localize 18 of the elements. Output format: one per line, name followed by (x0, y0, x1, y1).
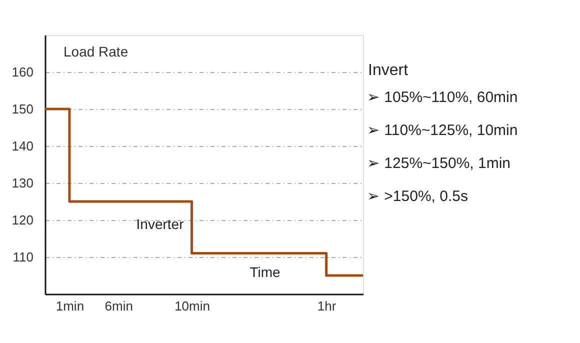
annotation: Time (250, 264, 281, 280)
x-tick-label: 1min (56, 298, 84, 314)
y-tick-label: 160 (12, 64, 34, 80)
y-tick-label: 120 (12, 212, 34, 228)
x-tick-label: 6min (104, 298, 133, 314)
text: ➢ >150%, 0.5s (367, 188, 468, 205)
annotation: Inverter (136, 216, 184, 232)
text: ➢ 110%~125%, 10min (367, 122, 518, 139)
text: ➢ 105%~110%, 60min (367, 89, 518, 106)
x-tick-label: 10min (174, 298, 210, 314)
text: ➢ 125%~150%, 1min (367, 155, 511, 172)
x-tick-label: 1hr (317, 298, 337, 314)
y-tick-label: 140 (12, 138, 34, 154)
y-tick-label: 130 (12, 176, 34, 190)
text: Invert (368, 62, 409, 79)
y-tick-label: 150 (12, 102, 34, 116)
y-tick-label: 110 (12, 250, 34, 264)
y-axis-title: Load Rate (64, 44, 128, 60)
